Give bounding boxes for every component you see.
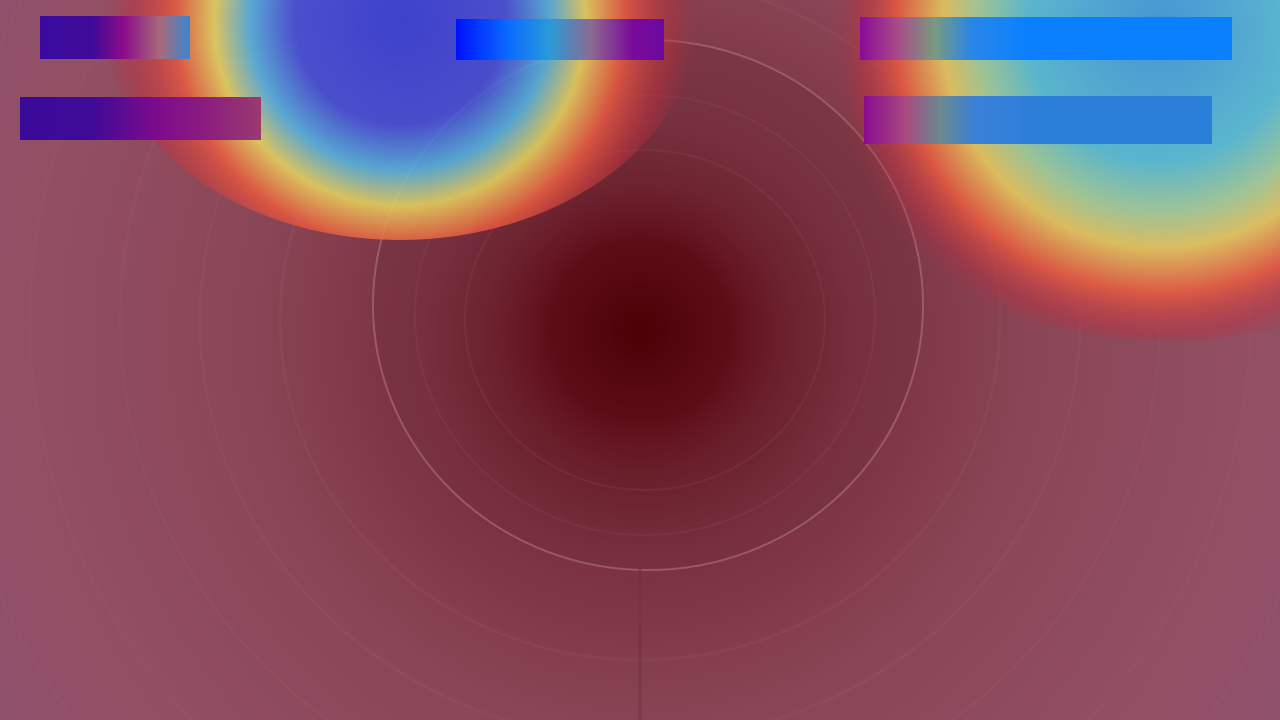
redaction-bar [864, 96, 1212, 144]
redaction-bar [40, 16, 190, 59]
redaction-bar [20, 97, 261, 140]
redaction-bar [860, 17, 1232, 60]
redaction-bar [456, 19, 664, 60]
